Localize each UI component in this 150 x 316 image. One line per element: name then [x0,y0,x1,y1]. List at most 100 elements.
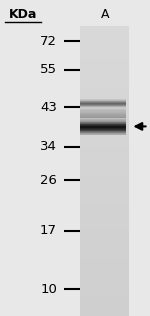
Bar [80,117,129,120]
Text: 26: 26 [40,173,57,187]
Bar [80,124,126,125]
Bar [80,227,129,230]
Bar [80,143,129,146]
Bar [80,208,129,212]
Bar [80,103,126,104]
Bar [80,168,129,172]
Bar [80,274,129,278]
Bar [80,307,129,311]
Bar [80,114,126,115]
Bar [80,212,129,216]
Bar [80,26,129,29]
Bar [80,175,129,179]
Bar [80,113,129,117]
Bar [80,179,129,183]
Bar [80,33,129,36]
Bar [80,108,126,109]
Bar [80,146,129,150]
Bar [80,263,129,267]
Bar [80,102,126,103]
Text: 17: 17 [40,224,57,237]
Bar [80,311,129,314]
Text: 43: 43 [40,101,57,114]
Bar [80,118,126,119]
Bar [80,314,129,316]
Bar [80,107,126,108]
Bar [80,219,129,223]
Bar [80,121,126,122]
Bar [80,99,126,100]
Bar [80,197,129,201]
Bar [80,161,129,164]
Bar [80,62,129,66]
Bar [80,201,129,204]
Bar [80,126,126,127]
Bar [80,300,129,303]
Bar [80,125,126,126]
Bar [80,186,129,190]
Text: 72: 72 [40,34,57,48]
Bar [80,47,129,51]
Text: 55: 55 [40,63,57,76]
Bar [80,120,129,124]
Bar [80,153,129,157]
Bar [80,292,129,296]
Bar [80,234,129,237]
Bar [80,194,129,197]
Bar [80,133,126,134]
Text: A: A [101,8,109,21]
Bar [80,278,129,281]
Bar [80,237,129,241]
Bar [80,70,129,73]
Bar [80,289,129,292]
Bar [80,40,129,44]
Bar [80,112,126,113]
Bar [80,127,126,128]
Bar [80,100,126,101]
Bar [80,88,129,91]
Bar [80,132,126,133]
Bar [80,267,129,270]
Bar [80,109,126,110]
Bar [80,105,126,106]
Bar [80,190,129,194]
Bar [80,66,129,70]
Bar [80,44,129,47]
Bar [80,223,129,227]
Bar [80,36,129,40]
Bar [80,183,129,186]
Bar [80,119,126,120]
Bar [80,111,126,112]
Text: 34: 34 [40,140,57,154]
Bar [80,122,126,123]
Bar [80,130,126,131]
Bar [80,123,126,124]
Bar [80,270,129,274]
Bar [80,216,129,219]
Bar [80,115,126,116]
Bar [80,252,129,256]
Bar [80,281,129,285]
Bar [80,102,129,106]
Bar [80,134,126,135]
Bar [80,128,129,131]
Bar [80,84,129,88]
Bar [80,131,129,135]
Bar [80,106,129,110]
Bar [80,245,129,248]
Bar [80,77,129,80]
Text: 10: 10 [40,283,57,296]
Bar [80,116,126,117]
Text: KDa: KDa [9,8,38,21]
Bar [80,172,129,175]
Bar [80,256,129,259]
Bar [80,29,129,33]
Bar [80,95,129,99]
Bar [80,150,129,153]
Bar [80,285,129,289]
Bar [80,135,129,139]
Bar [80,124,129,128]
Bar [80,99,129,102]
Bar [80,51,129,55]
Bar [80,204,129,208]
